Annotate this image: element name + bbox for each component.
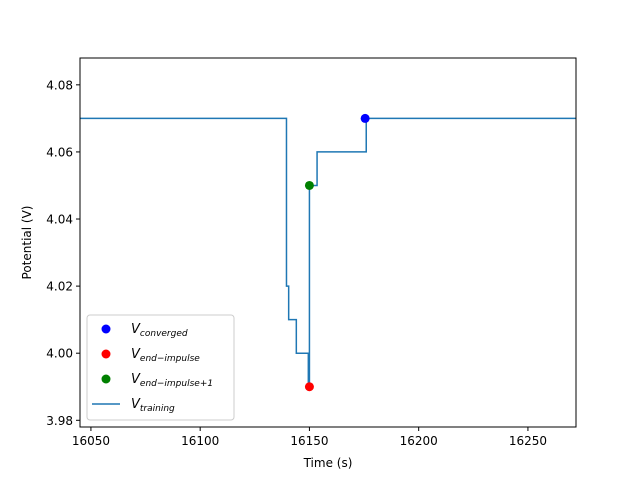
legend-label: Vend−impulse+1 (131, 372, 213, 389)
x-tick-label: 16150 (290, 434, 328, 448)
plot-layer (80, 113, 576, 392)
y-tick-label: 4.02 (46, 280, 73, 294)
legend-marker (101, 374, 111, 384)
y-tick-label: 4.06 (46, 145, 73, 159)
data-point-end−impulse+1 (304, 180, 314, 190)
data-point-end−impulse (304, 382, 314, 392)
x-tick-label: 16200 (400, 434, 438, 448)
legend-label: Vend−impulse (131, 347, 200, 364)
data-point-converged (360, 113, 370, 123)
y-tick-label: 3.98 (46, 414, 73, 428)
y-tick-label: 4.08 (46, 78, 73, 92)
axes-layer: 16050 16100 16150 16200 16250 3.98 4.00 4.02 4.0… (46, 57, 577, 448)
x-tick-label: 16050 (72, 434, 110, 448)
y-axis-label: Potential (V) (20, 206, 34, 280)
legend-marker (101, 324, 111, 334)
legend-entry-converged: Vconverged (101, 322, 188, 339)
x-tick-label: 16100 (181, 434, 219, 448)
y-tick-label: 4.00 (46, 347, 73, 361)
legend: Vconverged Vend−impulse Vend−impulse+1 Vtra… (86, 314, 235, 421)
legend-label: Vconverged (131, 322, 188, 339)
y-tick-label: 4.04 (46, 213, 73, 227)
plot-frame (79, 57, 577, 428)
x-axis-label: Time (s) (303, 456, 353, 470)
legend-entry-training: Vtraining (92, 397, 175, 414)
legend-entry-end−impulse+1: Vend−impulse+1 (101, 372, 213, 389)
legend-label: Vtraining (131, 397, 175, 414)
x-tick-label: 16250 (509, 434, 547, 448)
legend-box (86, 314, 235, 421)
legend-marker (101, 349, 111, 359)
legend-entry-end−impulse: Vend−impulse (101, 347, 200, 364)
